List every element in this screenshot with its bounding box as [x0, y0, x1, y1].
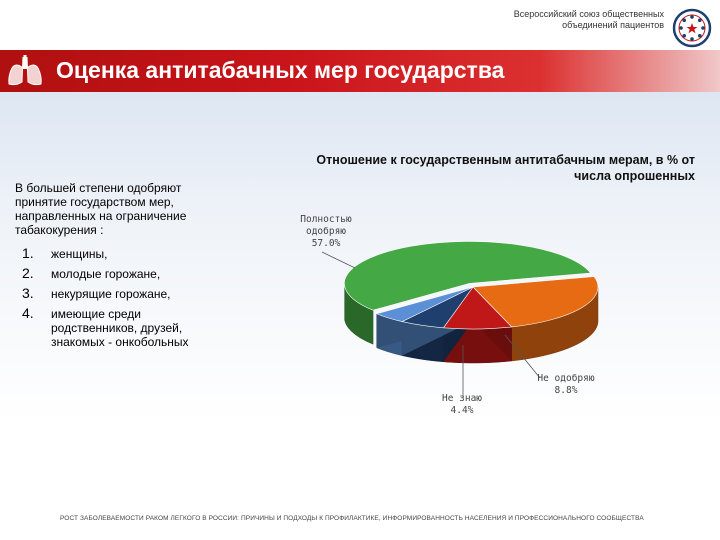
org-name: Всероссийский союз общественных объедине… [513, 9, 664, 30]
data-label: Полностью [300, 214, 352, 225]
list-item: 3. некурящие горожане, [15, 285, 230, 301]
data-label: Не одобряю [537, 373, 594, 384]
page-title: Оценка антитабачных мер государства [56, 57, 505, 83]
data-label-value: 4.4% [451, 405, 474, 416]
list-item: 1. женщины, [15, 245, 230, 261]
group-list: 1. женщины, 2. молодые горожане, 3. некурящ… [15, 245, 230, 349]
pie-tops [344, 241, 599, 330]
title-bar: Оценка антитабачных мер государства [0, 50, 720, 92]
list-text: молодые горожане, [51, 267, 161, 281]
list-item: 4. имеющие среди родственников, друзей, з… [15, 305, 230, 349]
intro-text: В большей степени одобряют принятие госу… [15, 181, 187, 237]
chart-title: Отношение к государственным антитабачным… [316, 153, 695, 183]
data-label: Не знаю [442, 393, 482, 404]
list-number: 2. [22, 265, 34, 281]
data-label-value: 57.0% [312, 238, 341, 249]
list-text: имеющие среди родственников, друзей, зна… [51, 307, 189, 349]
footer-text: РОСТ ЗАБОЛЕВАЕМОСТИ РАКОМ ЛЕГКОГО В РОСС… [60, 515, 644, 522]
lungs-icon [8, 55, 42, 86]
left-panel: В большей степени одобряют принятие госу… [15, 181, 230, 355]
leader-line [504, 334, 541, 379]
list-number: 4. [22, 305, 34, 321]
pie-slice [472, 276, 599, 328]
pie-slice [375, 286, 474, 322]
list-number: 3. [22, 285, 34, 301]
star-circle-logo-icon [672, 8, 712, 48]
list-text: некурящие горожане, [51, 287, 171, 301]
data-label: одобряю [306, 226, 346, 237]
background-gradient [0, 92, 720, 422]
list-text: женщины, [51, 247, 108, 261]
leader-line [321, 251, 356, 269]
list-number: 1. [22, 245, 34, 261]
list-item: 2. молодые горожане, [15, 265, 230, 281]
pie-slice [344, 241, 592, 311]
data-label-value: 8.8% [555, 385, 578, 396]
